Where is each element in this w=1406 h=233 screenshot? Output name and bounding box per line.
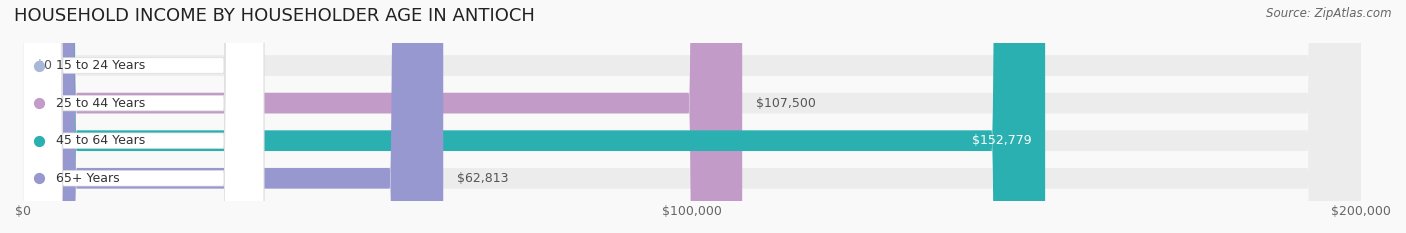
FancyBboxPatch shape [22, 0, 742, 233]
FancyBboxPatch shape [22, 0, 1361, 233]
FancyBboxPatch shape [22, 0, 1361, 233]
FancyBboxPatch shape [22, 0, 264, 233]
Text: $152,779: $152,779 [972, 134, 1032, 147]
Text: Source: ZipAtlas.com: Source: ZipAtlas.com [1267, 7, 1392, 20]
Text: 25 to 44 Years: 25 to 44 Years [56, 97, 146, 110]
FancyBboxPatch shape [22, 0, 1361, 233]
Point [28, 101, 51, 105]
FancyBboxPatch shape [22, 0, 1361, 233]
FancyBboxPatch shape [22, 0, 264, 233]
Text: 65+ Years: 65+ Years [56, 172, 120, 185]
Text: $107,500: $107,500 [755, 97, 815, 110]
Point [28, 139, 51, 143]
FancyBboxPatch shape [22, 0, 264, 233]
Text: HOUSEHOLD INCOME BY HOUSEHOLDER AGE IN ANTIOCH: HOUSEHOLD INCOME BY HOUSEHOLDER AGE IN A… [14, 7, 534, 25]
FancyBboxPatch shape [22, 0, 443, 233]
Text: $62,813: $62,813 [457, 172, 508, 185]
Text: 45 to 64 Years: 45 to 64 Years [56, 134, 146, 147]
Point [28, 176, 51, 180]
FancyBboxPatch shape [22, 0, 1045, 233]
Text: $0: $0 [37, 59, 52, 72]
Point [28, 64, 51, 67]
FancyBboxPatch shape [22, 0, 264, 233]
Text: 15 to 24 Years: 15 to 24 Years [56, 59, 146, 72]
